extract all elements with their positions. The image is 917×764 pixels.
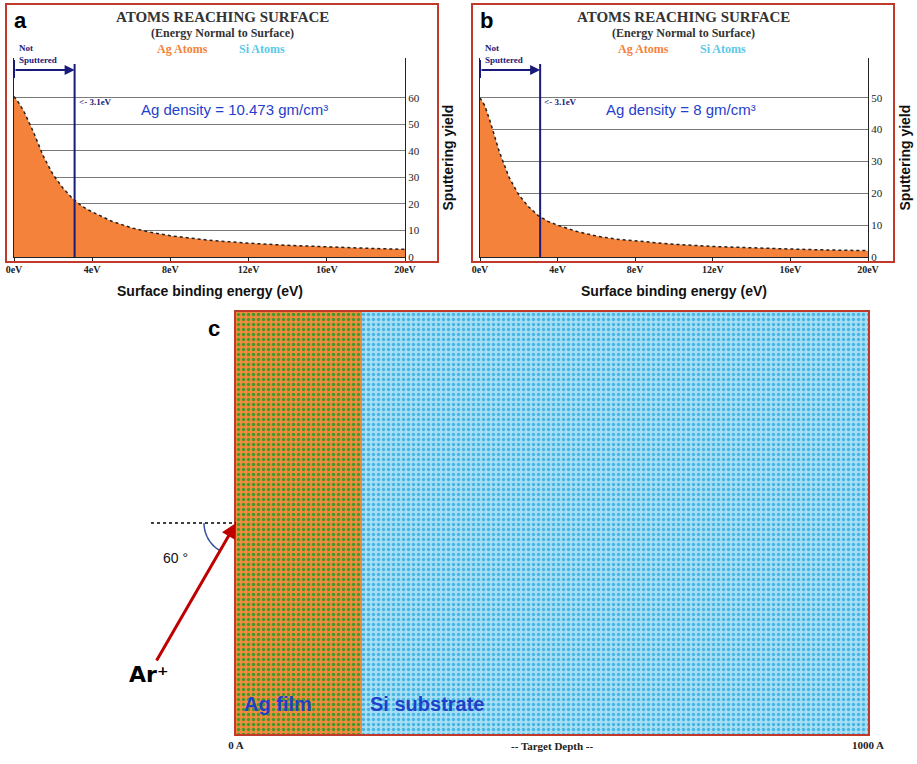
svg-text:Sputtering yield: Sputtering yield — [897, 105, 913, 211]
svg-text:16eV: 16eV — [780, 264, 802, 275]
svg-text:0: 0 — [408, 251, 414, 263]
svg-text:0: 0 — [871, 251, 877, 263]
svg-text:4eV: 4eV — [549, 264, 566, 275]
svg-text:NotSputtered: NotSputtered — [485, 43, 523, 65]
svg-text:ATOMS REACHING SURFACE: ATOMS REACHING SURFACE — [577, 9, 790, 25]
svg-text:Ag density = 10.473 gm/cm³: Ag density = 10.473 gm/cm³ — [141, 101, 328, 118]
svg-text:Ag density = 8 gm/cm³: Ag density = 8 gm/cm³ — [606, 101, 756, 118]
svg-text:12eV: 12eV — [702, 264, 724, 275]
svg-text:Si Atoms: Si Atoms — [700, 42, 746, 56]
svg-text:c: c — [208, 316, 220, 341]
svg-text:50: 50 — [871, 92, 883, 104]
svg-text:1000 A: 1000 A — [852, 739, 884, 751]
svg-text:20eV: 20eV — [394, 264, 416, 275]
svg-text:Si Atoms: Si Atoms — [239, 42, 285, 56]
svg-text:<- 3.1eV: <- 3.1eV — [544, 97, 577, 107]
svg-text:50: 50 — [408, 118, 420, 130]
svg-text:Surface binding energy (eV): Surface binding energy (eV) — [581, 283, 767, 299]
svg-text:0eV: 0eV — [6, 264, 23, 275]
svg-text:Sputtering yield: Sputtering yield — [440, 105, 456, 211]
svg-text:20eV: 20eV — [857, 264, 879, 275]
svg-text:30: 30 — [871, 155, 883, 167]
svg-text:20: 20 — [871, 187, 883, 199]
svg-text:0 A: 0 A — [228, 739, 244, 751]
svg-text:-- Target Depth --: -- Target Depth -- — [511, 740, 594, 752]
svg-text:10: 10 — [408, 224, 420, 236]
svg-text:12eV: 12eV — [238, 264, 260, 275]
svg-text:Ag Atoms: Ag Atoms — [618, 42, 669, 56]
svg-text:NotSputtered: NotSputtered — [19, 43, 57, 65]
svg-text:8eV: 8eV — [162, 264, 179, 275]
svg-text:Ag Atoms: Ag Atoms — [157, 42, 208, 56]
svg-text:0eV: 0eV — [472, 264, 489, 275]
svg-text:a: a — [14, 8, 27, 33]
svg-text:60 °: 60 ° — [163, 550, 188, 566]
svg-text:<- 3.1eV: <- 3.1eV — [79, 97, 112, 107]
svg-text:Ar⁺: Ar⁺ — [129, 662, 169, 687]
svg-text:(Energy Normal to Surface): (Energy Normal to Surface) — [612, 26, 755, 40]
svg-text:40: 40 — [871, 123, 883, 135]
svg-text:Si substrate: Si substrate — [370, 693, 484, 715]
svg-text:16eV: 16eV — [316, 264, 338, 275]
svg-text:30: 30 — [408, 171, 420, 183]
svg-text:Ag film: Ag film — [244, 693, 312, 715]
svg-text:b: b — [480, 8, 493, 33]
svg-text:60: 60 — [408, 92, 420, 104]
svg-text:Surface binding energy (eV): Surface binding energy (eV) — [117, 283, 303, 299]
svg-text:10: 10 — [871, 219, 883, 231]
svg-text:40: 40 — [408, 145, 420, 157]
svg-text:ATOMS REACHING SURFACE: ATOMS REACHING SURFACE — [116, 9, 329, 25]
svg-text:(Energy Normal to Surface): (Energy Normal to Surface) — [151, 26, 294, 40]
svg-text:4eV: 4eV — [84, 264, 101, 275]
svg-text:8eV: 8eV — [627, 264, 644, 275]
svg-text:20: 20 — [408, 198, 420, 210]
